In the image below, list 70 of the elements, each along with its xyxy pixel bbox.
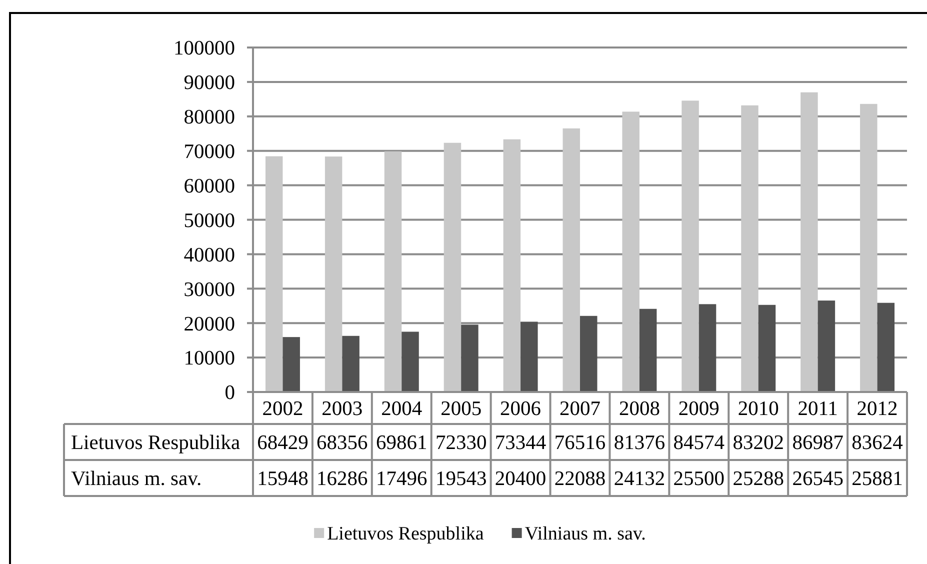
bar bbox=[698, 304, 716, 392]
y-tick-label: 30000 bbox=[184, 278, 235, 301]
bar bbox=[282, 337, 300, 392]
x-tick-label: 2003 bbox=[322, 398, 363, 420]
data-label: 76516 bbox=[554, 432, 606, 454]
legend-label: Vilniaus m. sav. bbox=[524, 524, 646, 545]
data-label: 25500 bbox=[673, 468, 725, 490]
y-tick-label: 80000 bbox=[184, 106, 235, 129]
x-tick-label: 2006 bbox=[500, 398, 542, 420]
data-label: 24132 bbox=[614, 468, 666, 490]
data-label: 19543 bbox=[435, 468, 487, 490]
x-tick-label: 2011 bbox=[798, 398, 838, 420]
bar bbox=[402, 332, 419, 392]
data-label: 20400 bbox=[494, 468, 546, 490]
y-tick-label: 0 bbox=[224, 382, 235, 404]
x-tick-label: 2007 bbox=[560, 398, 600, 420]
data-label: 81376 bbox=[614, 432, 666, 454]
bar bbox=[444, 142, 462, 392]
y-tick-label: 100000 bbox=[174, 38, 235, 60]
bar bbox=[860, 104, 878, 392]
bar bbox=[580, 316, 598, 392]
y-tick-label: 20000 bbox=[184, 313, 235, 336]
bar bbox=[342, 336, 360, 392]
x-tick-label: 2008 bbox=[618, 398, 660, 420]
bar bbox=[503, 139, 521, 392]
bar bbox=[758, 304, 776, 392]
y-tick-label: 50000 bbox=[184, 210, 235, 232]
data-label: 17496 bbox=[376, 468, 428, 490]
bar bbox=[682, 100, 699, 392]
bar bbox=[384, 151, 402, 392]
data-label: 72330 bbox=[435, 432, 487, 454]
bar bbox=[622, 112, 640, 392]
text: Lietuvos Respublika bbox=[71, 432, 240, 454]
y-tick-label: 10000 bbox=[184, 348, 235, 370]
text: Vilniaus m. sav. bbox=[71, 468, 202, 490]
bar bbox=[741, 105, 758, 392]
x-tick-label: 2002 bbox=[262, 398, 304, 420]
data-label: 86987 bbox=[792, 432, 844, 454]
bar bbox=[461, 324, 478, 392]
data-label: 68356 bbox=[316, 432, 368, 454]
data-label: 68429 bbox=[257, 432, 308, 454]
bar bbox=[324, 156, 342, 392]
y-tick-label: 90000 bbox=[184, 72, 235, 94]
data-label: 69861 bbox=[376, 432, 428, 454]
x-tick-label: 2009 bbox=[678, 398, 720, 420]
bar bbox=[520, 322, 538, 392]
data-label: 84574 bbox=[673, 432, 725, 454]
y-tick-label: 40000 bbox=[184, 244, 235, 266]
data-label: 15948 bbox=[257, 468, 308, 490]
x-tick-label: 2005 bbox=[440, 398, 482, 420]
y-tick-label: 70000 bbox=[184, 141, 235, 164]
data-label: 16286 bbox=[316, 468, 368, 490]
x-tick-label: 2012 bbox=[856, 398, 898, 420]
y-tick-label: 60000 bbox=[184, 175, 235, 198]
bar bbox=[818, 300, 836, 392]
x-tick-label: 2004 bbox=[381, 398, 422, 420]
bar bbox=[265, 156, 283, 392]
legend-label: Lietuvos Respublika bbox=[327, 524, 484, 545]
bar bbox=[562, 128, 580, 392]
data-label: 25881 bbox=[852, 468, 903, 490]
data-label: 25288 bbox=[732, 468, 784, 490]
data-label: 73344 bbox=[494, 432, 546, 454]
bar bbox=[639, 308, 657, 392]
bar bbox=[877, 302, 895, 392]
x-tick-label: 2010 bbox=[738, 398, 779, 420]
data-label: 83202 bbox=[732, 432, 784, 454]
data-label: 22088 bbox=[554, 468, 606, 490]
bar bbox=[800, 92, 818, 392]
data-label: 83624 bbox=[852, 432, 903, 454]
data-label: 26545 bbox=[792, 468, 844, 490]
